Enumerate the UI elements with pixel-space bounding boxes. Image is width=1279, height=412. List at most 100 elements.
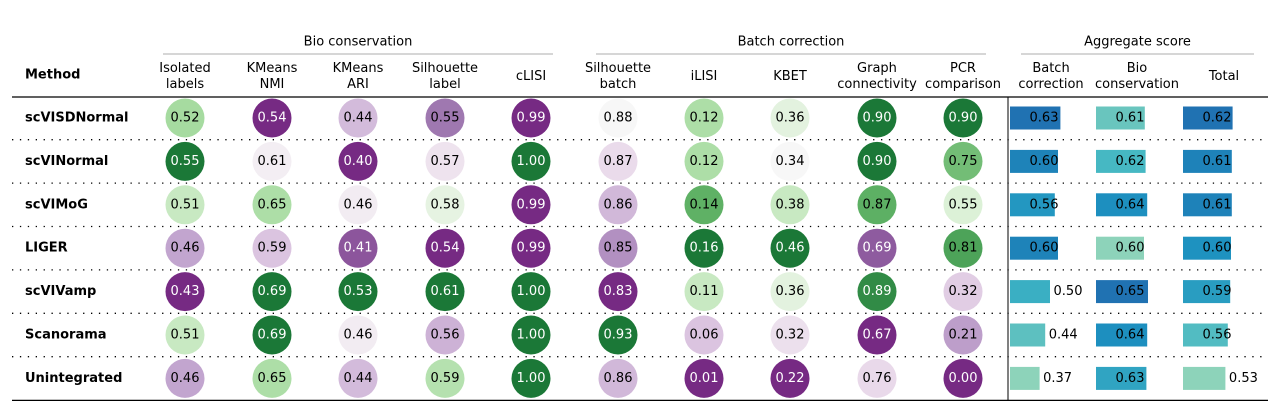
metric-circle [598,98,638,138]
metric-circle [684,272,724,312]
metric-label: 1.00 [517,371,546,386]
column-header-line: Isolated [159,61,211,76]
metric-circle [252,228,292,268]
metric-circle [425,185,465,225]
metric-label: 0.81 [949,241,978,256]
score-label: 0.60 [1030,154,1059,169]
column-header-line: label [429,77,460,92]
metric-circle [165,185,205,225]
metric-label: 0.12 [690,111,719,126]
metric-circle [857,358,897,398]
column-header-line: Silhouette [585,61,651,76]
metric-label: 0.83 [604,284,633,299]
metric-circle [684,185,724,225]
score-label: 0.65 [1116,284,1145,299]
column-header-line: PCR [950,61,976,76]
score-label: 0.44 [1049,328,1078,343]
metric-label: 0.90 [863,154,892,169]
metric-circle [252,141,292,181]
metric-circle [770,98,810,138]
score-bar [1183,280,1231,304]
metric-circle [684,358,724,398]
metric-label: 0.55 [171,154,200,169]
metric-label: 0.87 [863,197,892,212]
metric-label: 0.34 [776,154,805,169]
score-label: 0.56 [1203,328,1232,343]
metric-label: 0.67 [863,328,892,343]
metric-label: 0.36 [776,284,805,299]
metric-label: 0.58 [431,197,460,212]
column-header-line: conservation [1095,77,1179,92]
metric-circle [943,98,983,138]
metric-label: 0.06 [690,328,719,343]
metric-circle [338,98,378,138]
metric-circle [857,185,897,225]
metric-label: 0.87 [604,154,633,169]
metric-circle [425,315,465,355]
column-header: iLISI [691,69,718,84]
metric-circle [598,272,638,312]
score-bar [1010,149,1058,173]
metric-label: 0.43 [171,284,200,299]
column-header: PCR comparison [925,61,1001,92]
metric-label: 1.00 [517,328,546,343]
column-header-line: KBET [773,69,807,84]
metric-circle [598,315,638,355]
metric-circle [252,98,292,138]
score-bar [1010,323,1046,347]
metric-circle [943,315,983,355]
metric-label: 0.12 [690,154,719,169]
column-header: KBET [773,69,807,84]
metric-circle [165,358,205,398]
column-header: Bio conservation [1095,61,1179,92]
column-header: cLISI [516,69,546,84]
score-label: 0.50 [1054,284,1083,299]
metric-label: 0.69 [258,328,287,343]
metric-circle [511,98,551,138]
metric-circle [770,185,810,225]
score-bar [1010,106,1061,130]
score-bar [1096,323,1148,347]
metric-label: 0.93 [604,328,633,343]
score-label: 0.63 [1030,111,1059,126]
score-label: 0.62 [1116,154,1145,169]
metric-label: 0.75 [949,154,978,169]
score-bar [1096,149,1146,173]
metric-label: 0.61 [431,284,460,299]
group-header: Batch correction [738,35,845,50]
metric-label: 0.55 [949,197,978,212]
metric-circle [425,141,465,181]
metric-label: 1.00 [517,154,546,169]
column-header: Total [1208,69,1239,84]
metric-circle [684,228,724,268]
metric-circle [770,141,810,181]
metric-label: 0.99 [517,241,546,256]
metric-circle [165,98,205,138]
metric-circle [338,185,378,225]
metric-label: 0.99 [517,197,546,212]
score-label: 0.62 [1203,111,1232,126]
metric-circle [511,358,551,398]
metric-circle [943,358,983,398]
metric-label: 0.40 [344,154,373,169]
metric-circle [684,315,724,355]
score-bar [1183,323,1228,347]
score-label: 0.64 [1116,197,1145,212]
metric-label: 0.14 [690,197,719,212]
method-header: Method [25,68,80,83]
metric-label: 0.11 [690,284,719,299]
metric-label: 0.41 [344,241,373,256]
metric-label: 0.59 [431,371,460,386]
group-header: Aggregate score [1084,35,1191,50]
column-header-line: labels [166,77,204,92]
score-bar [1183,193,1232,217]
metric-circle [857,141,897,181]
metric-label: 0.59 [258,241,287,256]
metric-label: 0.46 [776,241,805,256]
score-label: 0.60 [1030,241,1059,256]
metric-label: 0.89 [863,284,892,299]
metric-circle [338,141,378,181]
metric-label: 0.46 [344,328,373,343]
metric-label: 0.21 [949,328,978,343]
score-bar [1096,280,1148,304]
